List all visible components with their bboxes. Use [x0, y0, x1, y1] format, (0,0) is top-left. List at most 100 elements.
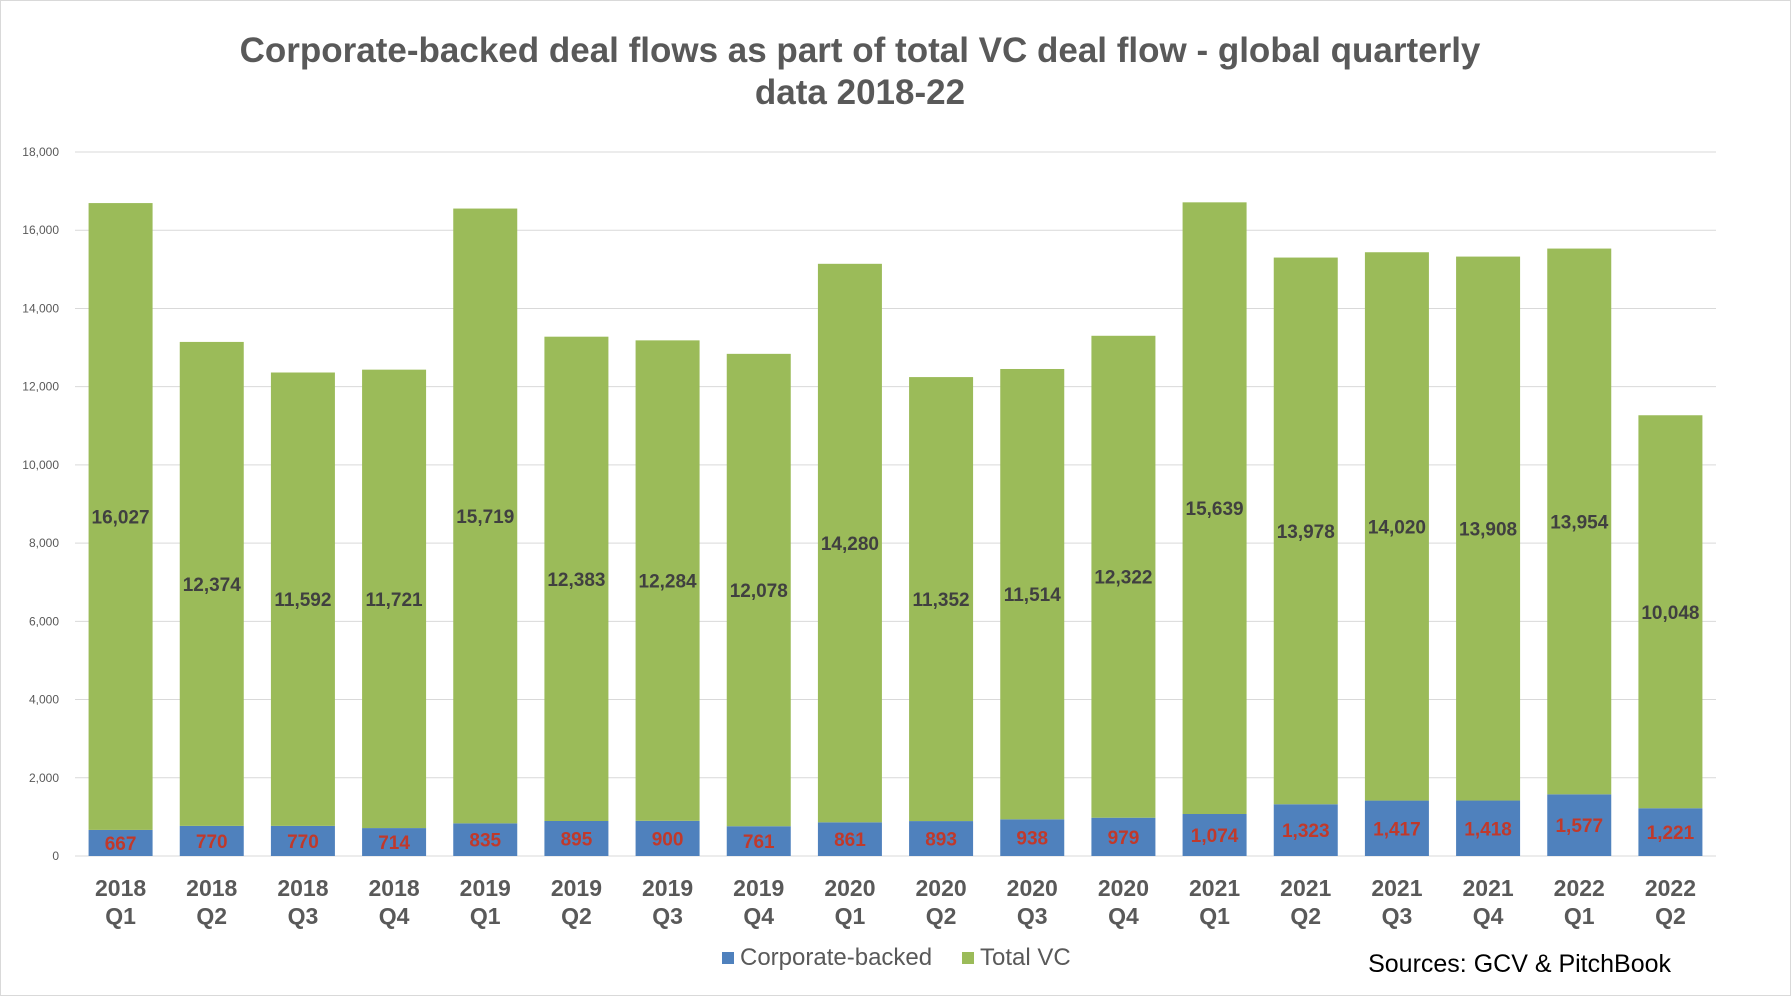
x-tick-label-quarter: Q1	[835, 903, 866, 929]
y-tick-label: 18,000	[22, 145, 59, 159]
x-tick-label-year: 2018	[95, 875, 146, 901]
bar-total-vc	[726, 353, 791, 827]
x-tick-label-year: 2022	[1645, 875, 1696, 901]
x-tick-label-quarter: Q1	[1564, 903, 1595, 929]
bar-corporate-backed	[88, 829, 153, 856]
bar-total-vc	[362, 369, 427, 829]
x-tick-label-quarter: Q2	[926, 903, 957, 929]
x-tick-label-year: 2019	[733, 875, 784, 901]
data-label-corporate-backed: 979	[1108, 828, 1140, 849]
chart-title: Corporate-backed deal flows as part of t…	[0, 30, 1720, 114]
x-tick-label-quarter: Q3	[1382, 903, 1413, 929]
legend-label-corporate-backed: Corporate-backed	[740, 944, 932, 971]
data-label-corporate-backed: 770	[287, 832, 319, 853]
x-tick-label-year: 2018	[186, 875, 237, 901]
x-tick-label-year: 2020	[1098, 875, 1149, 901]
data-label-corporate-backed: 893	[925, 830, 957, 851]
bar-total-vc	[635, 340, 700, 821]
bar-total-vc	[1000, 368, 1065, 820]
x-tick-label-year: 2019	[551, 875, 602, 901]
y-tick-label: 16,000	[22, 223, 59, 237]
data-label-corporate-backed: 1,418	[1464, 819, 1512, 840]
x-tick-label-quarter: Q4	[1108, 903, 1139, 929]
x-tick-label-year: 2020	[915, 875, 966, 901]
x-tick-label-quarter: Q4	[379, 903, 410, 929]
bar-corporate-backed	[1364, 800, 1429, 856]
x-tick-label-year: 2020	[1007, 875, 1058, 901]
bar-corporate-backed	[635, 820, 700, 856]
legend-swatch-corporate-backed	[722, 952, 734, 964]
bar-total-vc	[1364, 252, 1429, 801]
y-tick-label: 2,000	[29, 771, 59, 785]
bar-corporate-backed	[544, 820, 609, 856]
x-tick-label-year: 2022	[1554, 875, 1605, 901]
data-label-corporate-backed: 900	[652, 829, 684, 850]
bar-total-vc	[817, 263, 882, 823]
data-label-total-vc: 16,027	[92, 507, 150, 528]
x-tick-label-quarter: Q2	[561, 903, 592, 929]
bar-total-vc	[544, 336, 609, 821]
bar-corporate-backed	[1273, 804, 1338, 856]
bar-corporate-backed	[1000, 819, 1065, 856]
bar-total-vc	[270, 372, 335, 826]
y-tick-label: 0	[52, 849, 59, 863]
bar-total-vc	[909, 377, 974, 822]
x-tick-label-year: 2021	[1280, 875, 1331, 901]
y-tick-label: 8,000	[29, 536, 59, 550]
bar-corporate-backed	[1456, 800, 1521, 856]
x-tick-label-quarter: Q4	[743, 903, 774, 929]
x-tick-label-quarter: Q1	[105, 903, 136, 929]
y-tick-label: 14,000	[22, 301, 59, 315]
data-label-total-vc: 13,954	[1550, 512, 1609, 533]
x-tick-label-quarter: Q1	[470, 903, 501, 929]
legend-label-total-vc: Total VC	[980, 944, 1071, 971]
x-tick-label-quarter: Q4	[1473, 903, 1504, 929]
bar-corporate-backed	[1091, 817, 1156, 856]
data-label-corporate-backed: 938	[1016, 829, 1048, 850]
data-label-total-vc: 11,592	[274, 590, 331, 611]
data-label-corporate-backed: 1,417	[1373, 819, 1421, 840]
data-label-total-vc: 12,374	[183, 575, 242, 596]
data-label-total-vc: 14,280	[821, 534, 879, 555]
x-tick-label-year: 2021	[1462, 875, 1513, 901]
data-label-total-vc: 13,978	[1277, 522, 1335, 543]
data-label-total-vc: 11,721	[366, 590, 423, 611]
data-label-total-vc: 10,048	[1641, 603, 1699, 624]
data-label-total-vc: 14,020	[1368, 517, 1426, 538]
x-tick-label-year: 2021	[1189, 875, 1240, 901]
data-label-total-vc: 11,352	[913, 590, 970, 611]
y-tick-label: 12,000	[22, 380, 59, 394]
data-label-total-vc: 11,514	[1004, 585, 1061, 606]
bar-corporate-backed	[909, 821, 974, 856]
bar-total-vc	[453, 208, 518, 824]
x-tick-label-year: 2018	[277, 875, 328, 901]
data-label-corporate-backed: 861	[834, 830, 866, 851]
bar-total-vc	[1547, 248, 1612, 795]
x-tick-label-year: 2019	[642, 875, 693, 901]
bar-corporate-backed	[179, 825, 244, 856]
legend-swatch-total-vc	[962, 952, 974, 964]
bar-total-vc	[1091, 335, 1156, 818]
chart-title-line-2: data 2018-22	[754, 73, 966, 112]
x-tick-label-quarter: Q3	[288, 903, 319, 929]
data-label-total-vc: 15,639	[1186, 499, 1244, 520]
data-label-total-vc: 12,383	[547, 570, 605, 591]
x-tick-label-year: 2018	[368, 875, 419, 901]
data-label-corporate-backed: 1,221	[1647, 823, 1695, 844]
bar-corporate-backed	[817, 822, 882, 856]
chart-title-line-1: Corporate-backed deal flows as part of t…	[239, 31, 1481, 70]
data-label-corporate-backed: 895	[561, 829, 593, 850]
x-tick-label-quarter: Q2	[1655, 903, 1686, 929]
bar-corporate-backed	[1547, 794, 1612, 856]
x-tick-label-quarter: Q3	[1017, 903, 1048, 929]
data-label-corporate-backed: 770	[196, 832, 228, 853]
y-tick-label: 4,000	[29, 693, 59, 707]
data-label-corporate-backed: 835	[469, 831, 501, 852]
bar-corporate-backed	[362, 828, 427, 856]
bar-total-vc	[1456, 256, 1521, 801]
x-tick-label-year: 2020	[824, 875, 875, 901]
data-label-corporate-backed: 1,577	[1555, 816, 1603, 837]
y-tick-label: 10,000	[22, 458, 59, 472]
data-label-total-vc: 15,719	[456, 507, 514, 528]
